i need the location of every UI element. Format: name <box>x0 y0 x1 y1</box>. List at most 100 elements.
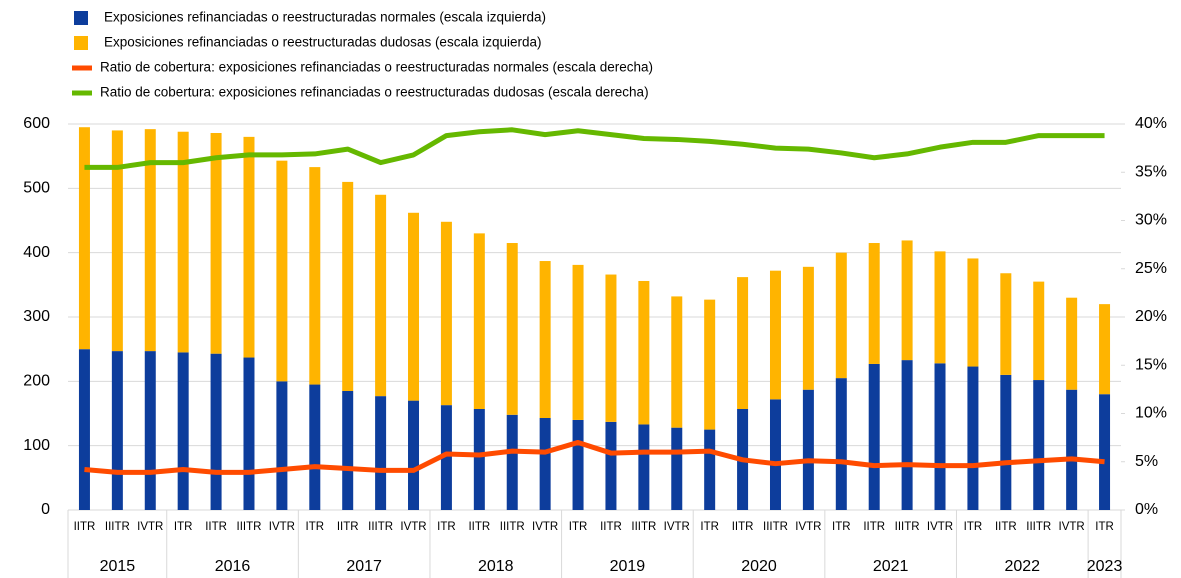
x-group-label: 2015 <box>100 558 136 575</box>
bar <box>671 296 683 428</box>
x-tick-label: IITR <box>337 521 359 533</box>
x-tick-label: IITR <box>732 521 754 533</box>
bar <box>276 381 288 510</box>
x-tick-label: ITR <box>569 521 588 533</box>
bar <box>111 130 123 352</box>
x-tick-label: IVTR <box>532 521 558 533</box>
bar <box>506 243 518 415</box>
x-tick-label: IIITR <box>763 521 788 533</box>
x-tick-label: IIITR <box>1026 521 1051 533</box>
bar <box>144 129 156 352</box>
legend-label: Exposiciones refinanciadas o reestructur… <box>104 10 546 25</box>
bar <box>802 389 814 510</box>
bar <box>769 399 781 510</box>
x-group-label: 2018 <box>478 558 514 575</box>
bar <box>572 419 584 510</box>
bar <box>342 390 354 510</box>
bar <box>473 233 485 409</box>
x-tick-label: IITR <box>600 521 622 533</box>
bar <box>967 258 979 367</box>
legend-label: Exposiciones refinanciadas o reestructur… <box>104 35 542 50</box>
x-group-label: 2016 <box>215 558 251 575</box>
x-tick-label: IIITR <box>237 521 262 533</box>
bar <box>868 363 880 510</box>
x-tick-label: IITR <box>995 521 1017 533</box>
x-tick-label: IIITR <box>105 521 130 533</box>
bar <box>243 357 255 510</box>
x-tick-label: IVTR <box>1059 521 1085 533</box>
x-tick-label: IVTR <box>269 521 295 533</box>
x-tick-label: IITR <box>468 521 490 533</box>
x-tick-label: ITR <box>174 521 193 533</box>
x-tick-label: ITR <box>437 521 456 533</box>
bar <box>177 352 189 510</box>
bar <box>737 277 749 409</box>
y2-tick-label: 5% <box>1135 453 1158 470</box>
legend-swatch <box>74 11 88 25</box>
y2-tick-label: 20% <box>1135 308 1167 325</box>
bar <box>473 408 485 510</box>
bar <box>1033 281 1045 381</box>
x-tick-label: ITR <box>700 521 719 533</box>
y2-tick-label: 25% <box>1135 260 1167 277</box>
bar <box>1066 297 1078 390</box>
y2-tick-label: 35% <box>1135 163 1167 180</box>
x-tick-label: ITR <box>832 521 851 533</box>
bar <box>78 349 90 510</box>
bar <box>1000 374 1012 510</box>
bar <box>342 181 354 391</box>
x-tick-label: IIITR <box>500 521 525 533</box>
bar <box>539 418 551 510</box>
bar <box>243 136 255 358</box>
y-tick-label: 500 <box>23 180 50 197</box>
y-tick-label: 0 <box>41 501 50 518</box>
bar <box>276 160 288 382</box>
bar <box>638 424 650 510</box>
y2-tick-label: 0% <box>1135 501 1158 518</box>
bar <box>868 243 880 364</box>
bar <box>835 252 847 379</box>
x-tick-label: IVTR <box>795 521 821 533</box>
bar <box>835 378 847 510</box>
legend-label: Ratio de cobertura: exposiciones refinan… <box>100 85 649 100</box>
y-tick-label: 100 <box>23 437 50 454</box>
y2-tick-label: 30% <box>1135 212 1167 229</box>
bar <box>78 127 90 350</box>
y-tick-label: 600 <box>23 115 50 132</box>
bar <box>934 363 946 510</box>
bar <box>177 131 189 353</box>
x-group-label: 2017 <box>346 558 382 575</box>
bar <box>802 266 814 390</box>
x-tick-label: IITR <box>863 521 885 533</box>
bar <box>440 221 452 406</box>
line <box>84 127 1105 170</box>
y-tick-label: 300 <box>23 308 50 325</box>
bar <box>539 261 551 419</box>
bar <box>1099 394 1111 510</box>
bar <box>671 427 683 510</box>
bar <box>901 360 913 510</box>
x-group-label: 2020 <box>741 558 777 575</box>
bar <box>901 240 913 361</box>
bar <box>408 212 420 401</box>
legend-label: Ratio de cobertura: exposiciones refinan… <box>100 60 653 75</box>
x-group-label: 2021 <box>873 558 909 575</box>
bar <box>967 366 979 510</box>
y2-tick-label: 40% <box>1135 115 1167 132</box>
bar <box>1066 389 1078 510</box>
bar <box>1099 304 1111 395</box>
bar <box>704 429 716 510</box>
bar <box>375 194 387 397</box>
bar <box>210 353 222 510</box>
x-tick-label: IVTR <box>927 521 953 533</box>
bar <box>572 264 584 420</box>
legend-swatch <box>74 36 88 50</box>
x-tick-label: IIITR <box>895 521 920 533</box>
x-tick-label: ITR <box>964 521 983 533</box>
x-tick-label: ITR <box>306 521 325 533</box>
x-tick-label: IVTR <box>137 521 163 533</box>
bar <box>506 414 518 510</box>
x-tick-label: IIITR <box>368 521 393 533</box>
bar <box>638 280 650 425</box>
